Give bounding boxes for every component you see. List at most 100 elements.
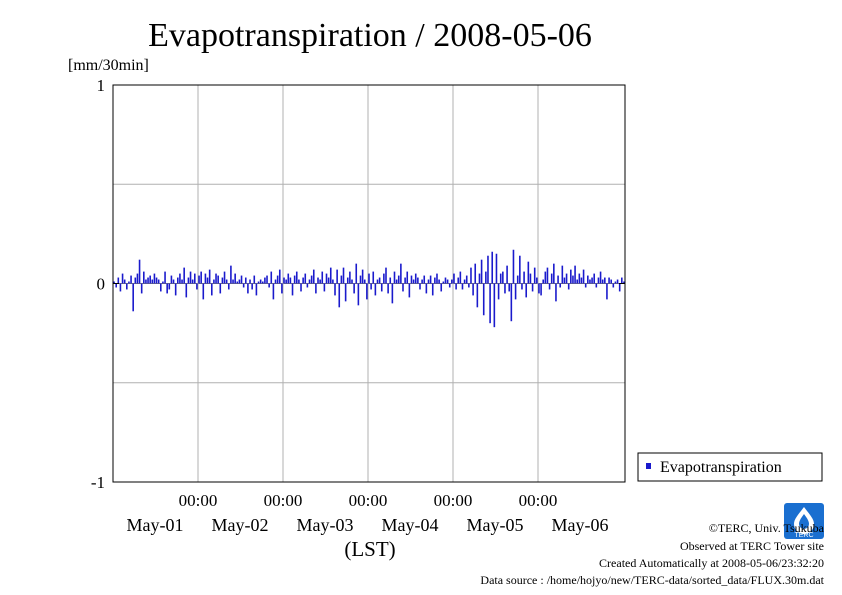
y-tick-label: -1 [91, 473, 105, 492]
evapotranspiration-bar [225, 279, 228, 284]
evapotranspiration-bar [425, 283, 428, 294]
evapotranspiration-bar [281, 283, 283, 294]
series-bars [113, 249, 625, 328]
evapotranspiration-bar [614, 281, 617, 284]
evapotranspiration-bar [160, 283, 162, 292]
evapotranspiration-bar [567, 283, 570, 290]
evapotranspiration-bar [431, 283, 434, 296]
evapotranspiration-bar [572, 275, 574, 284]
evapotranspiration-bar [338, 283, 341, 308]
evapotranspiration-bar [527, 261, 530, 284]
evapotranspiration-bar [576, 279, 578, 284]
x-date-label: May-04 [382, 515, 439, 535]
evapotranspiration-bar [582, 269, 585, 284]
evapotranspiration-bar [138, 259, 141, 284]
evapotranspiration-bar [174, 283, 177, 296]
evapotranspiration-bar [270, 271, 273, 284]
x-axis-label: (LST) [344, 537, 395, 561]
evapotranspiration-bar [329, 267, 332, 284]
evapotranspiration-bar [344, 283, 347, 302]
evapotranspiration-bar [317, 277, 319, 284]
evapotranspiration-bar [283, 277, 285, 284]
evapotranspiration-bar [393, 271, 396, 284]
evapotranspiration-bar [357, 283, 360, 306]
evapotranspiration-bar [584, 283, 587, 288]
evapotranspiration-bar [168, 283, 171, 290]
evapotranspiration-bar [342, 267, 345, 284]
evapotranspiration-bar [389, 277, 392, 284]
evapotranspiration-bar [346, 277, 349, 284]
evapotranspiration-bar [485, 271, 487, 284]
evapotranspiration-bar [140, 283, 143, 294]
evapotranspiration-bar [414, 273, 417, 284]
evapotranspiration-bar [618, 283, 621, 292]
evapotranspiration-bar [519, 255, 521, 284]
legend-box [637, 452, 823, 482]
evapotranspiration-bar [436, 273, 438, 284]
evapotranspiration-bar [521, 283, 523, 290]
evapotranspiration-bar [370, 283, 372, 290]
evapotranspiration-bar [474, 263, 477, 284]
evapotranspiration-bar [493, 283, 496, 328]
evapotranspiration-bar [244, 277, 247, 284]
evapotranspiration-bar [461, 283, 464, 290]
evapotranspiration-bar [591, 277, 593, 284]
legend-entry-label: Evapotranspiration [660, 459, 782, 476]
evapotranspiration-bar [387, 283, 389, 294]
created-timestamp-line: Created Automatically at 2008-05-06/23:3… [599, 556, 824, 570]
evapotranspiration-bar [623, 281, 625, 284]
evapotranspiration-bar [261, 281, 264, 284]
evapotranspiration-bar [608, 277, 610, 284]
evapotranspiration-bar [230, 265, 232, 284]
evapotranspiration-bar [259, 279, 262, 284]
evapotranspiration-bar [191, 279, 194, 284]
evapotranspiration-bar [397, 275, 400, 284]
evapotranspiration-bar [380, 283, 383, 292]
evapotranspiration-bar [374, 283, 377, 296]
evapotranspiration-bar [145, 279, 147, 284]
x-time-label: 00:00 [349, 491, 388, 510]
evapotranspiration-bar [308, 279, 311, 284]
evapotranspiration-bar [164, 271, 166, 284]
evapotranspiration-bar [482, 283, 485, 316]
evapotranspiration-bar [351, 279, 353, 284]
evapotranspiration-bar [189, 271, 192, 284]
evapotranspiration-bar [155, 277, 158, 284]
evapotranspiration-bar [553, 263, 555, 284]
evapotranspiration-bar [565, 273, 568, 284]
y-tick-labels: -1 0 1 [91, 76, 625, 492]
evapotranspiration-bar [312, 269, 315, 284]
evapotranspiration-bar [136, 273, 139, 284]
evapotranspiration-bar [491, 251, 494, 284]
evapotranspiration-bar [151, 279, 154, 284]
evapotranspiration-bar [544, 271, 547, 284]
evapotranspiration-bar [419, 283, 421, 290]
evapotranspiration-bar [177, 277, 179, 284]
evapotranspiration-bar [597, 277, 600, 284]
evapotranspiration-bar [546, 267, 549, 284]
evapotranspiration-bar [412, 279, 415, 284]
evapotranspiration-bar [247, 283, 249, 294]
evapotranspiration-bar [249, 279, 251, 284]
evapotranspiration-bar [121, 273, 124, 284]
evapotranspiration-bar [455, 283, 457, 290]
evapotranspiration-bar [215, 273, 217, 284]
evapotranspiration-bar [157, 279, 160, 284]
evapotranspiration-bar [227, 283, 230, 290]
evapotranspiration-bar [285, 279, 287, 284]
evapotranspiration-bar [448, 283, 451, 288]
evapotranspiration-bar [126, 283, 128, 290]
evapotranspiration-bar [240, 275, 243, 284]
evapotranspiration-bar [429, 275, 432, 284]
evapotranspiration-bar [442, 281, 445, 284]
x-time-label: 00:00 [519, 491, 558, 510]
evapotranspiration-bar [327, 277, 330, 284]
evapotranspiration-bar [383, 273, 385, 284]
x-date-label: May-06 [552, 515, 609, 535]
evapotranspiration-bar [595, 283, 598, 288]
evapotranspiration-bar [465, 275, 468, 284]
evapotranspiration-bar [402, 283, 404, 292]
evapotranspiration-bar [421, 279, 423, 284]
x-date-label: May-05 [467, 515, 524, 535]
evapotranspiration-bar [149, 275, 151, 284]
